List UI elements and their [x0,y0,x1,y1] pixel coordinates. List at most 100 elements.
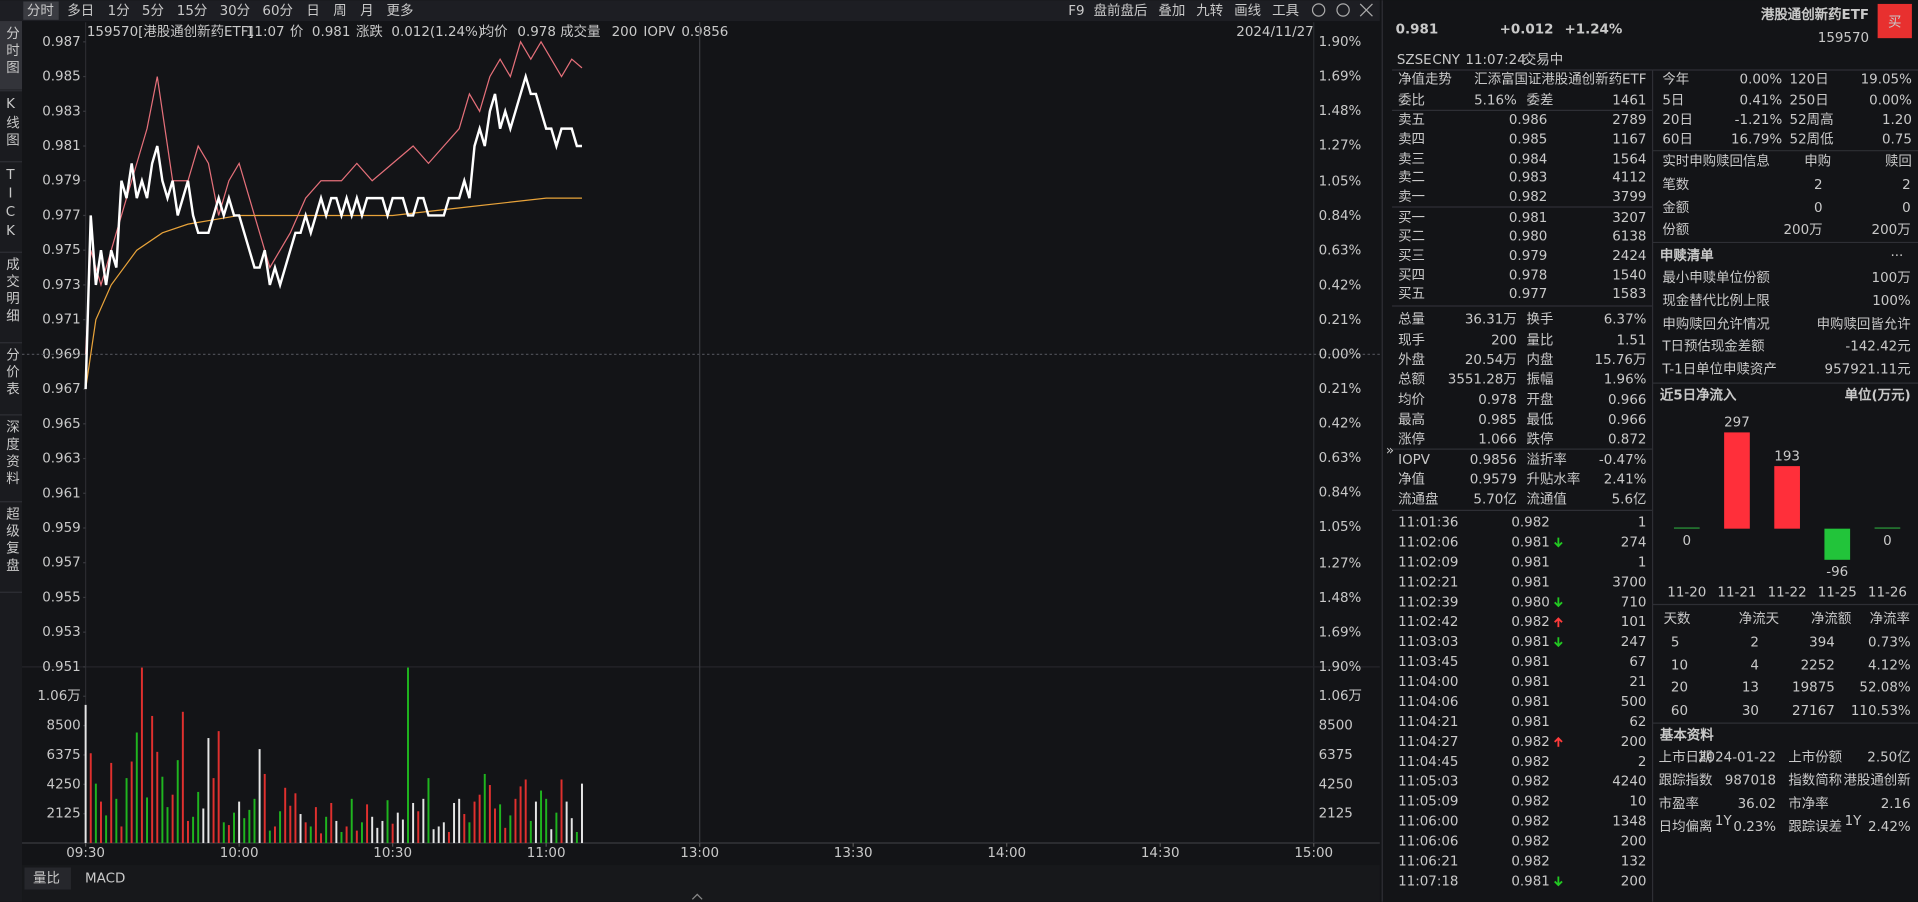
ask-price: 0.986 [1509,113,1547,128]
toolbar-tab[interactable]: 5分 [142,3,164,19]
y2-tick-label: 1.90% [1319,660,1362,675]
perf-value: 0.75 [1882,133,1912,148]
toolbar-tool[interactable]: F9 [1068,4,1084,19]
toolbar-tool[interactable]: 叠加 [1158,3,1185,19]
y2-tick-label: 0.84% [1319,209,1362,224]
row-value: 5.6亿 [1612,491,1647,507]
volume-bar [110,762,113,844]
sidebar-item[interactable]: 超级复盘 [3,506,20,575]
trade-price: 0.981 [1511,675,1549,690]
sidebar-item[interactable]: 成交明细 [3,257,20,326]
bottom-tab[interactable]: 量比 [33,871,60,887]
bid-price: 0.979 [1509,249,1547,264]
basket-more[interactable]: ··· [1890,249,1903,264]
trade-time: 11:04:06 [1398,695,1458,710]
expand-icon[interactable] [691,893,703,900]
y-tick-label: 0.983 [42,104,80,119]
trade-price: 0.980 [1511,595,1549,610]
toolbar-tool[interactable]: 工具 [1272,4,1299,19]
toolbar-tab[interactable]: 周 [333,4,346,19]
row-label: 振幅 [1527,371,1554,387]
volume-bar [156,751,159,844]
trade-time: 11:02:42 [1398,615,1458,630]
basic-value: 2.42% [1868,820,1911,835]
toolbar-tab[interactable]: 15分 [177,3,208,19]
sidebar-item[interactable]: 深度资料 [3,420,20,489]
trade-volume: 21 [1629,675,1646,690]
volume-bar [545,798,548,844]
active-tab[interactable] [23,1,59,20]
toolbar-tool[interactable]: 盘前盘后 [1094,2,1148,19]
trade-time: 11:06:06 [1398,835,1458,850]
sidebar-item[interactable]: TICK [3,168,18,243]
flow-cell: 13 [1742,681,1759,696]
sidebar-item[interactable]: K线图 [3,97,20,150]
row-value: 0.978 [1478,393,1516,408]
perf-label: 5日 [1662,94,1684,109]
flow-cell: 2252 [1801,659,1835,674]
flow-days: 5 [1671,635,1680,650]
sidebar-item[interactable]: 分价表 [3,347,20,399]
sidebar-active[interactable] [0,21,23,90]
volume-bar [504,827,507,844]
trade-price: 0.981 [1511,575,1549,590]
volume-bar [186,820,189,844]
flow-header: 净流率 [1870,610,1910,627]
bottom-tab[interactable]: MACD [85,872,125,887]
bid-volume: 3207 [1612,211,1646,226]
trade-time: 11:05:03 [1398,775,1458,790]
toolbar-tab[interactable]: 60分 [262,3,293,19]
bottom-tab-active[interactable] [24,867,71,890]
chart-title: 近5日净流入 [1660,386,1737,403]
ask-volume: 3799 [1612,190,1646,205]
toolbar-tab[interactable]: 月 [360,4,373,19]
creation-value: 2 [1902,178,1911,193]
x-tick-label: 09:30 [66,846,105,861]
volume-bar [570,818,573,844]
up-arrow [1554,736,1563,747]
toolbar-tab[interactable]: 更多 [387,2,414,19]
row-value: 200 [1491,333,1517,348]
volume-bar [181,711,184,844]
buy-label[interactable]: 买 [1888,14,1901,30]
perf-value: -1.21% [1735,113,1783,128]
trade-volume: 200 [1621,735,1647,750]
volume-bar [161,776,164,844]
sidebar-item[interactable]: 分时图 [3,26,20,78]
trade-price: 0.981 [1511,635,1549,650]
flow-cell: 19875 [1792,681,1835,696]
flow-value-label: 297 [1724,416,1750,431]
basic-label: 市盈率 [1659,795,1699,812]
toolbar-tool[interactable]: 九转 [1196,3,1223,19]
down-arrow [1554,637,1563,648]
flow-bar [1874,527,1901,529]
flow-cell: 0.73% [1868,635,1911,650]
toolbar-tab[interactable]: 分时 [27,3,54,19]
y-tick-label: 0.951 [42,660,80,675]
volume-bar [105,815,108,844]
toolbar-tab[interactable]: 30分 [220,3,251,19]
trade-volume: 1348 [1612,815,1646,830]
volume-bar [166,807,169,844]
buy-button[interactable] [1877,3,1912,39]
creation-value: 200万 [1872,223,1911,238]
toolbar-tool[interactable]: 画线 [1234,3,1261,19]
basket-label: T-1日单位申赎资产 [1661,362,1776,378]
flow-cell: 52.08% [1859,681,1910,696]
perf-value: 19.05% [1861,73,1912,88]
toolbar-tab[interactable]: 1分 [108,3,130,19]
y-tick-label: 0.967 [42,382,80,397]
volume-bar [202,808,205,844]
row-label: 涨停 [1398,430,1425,447]
volume-bar [299,814,302,844]
collapse-icon[interactable]: » [1386,443,1394,458]
row-label: 最高 [1398,411,1425,428]
toolbar-tab[interactable]: 日 [306,4,319,19]
toolbar-icons[interactable] [1311,3,1373,17]
info-avg-label: 均价 [481,24,508,40]
volume-bar [453,802,456,844]
flow-bar [1724,432,1750,529]
volume-tick-label: 2125 [47,807,81,822]
toolbar-tab[interactable]: 多日 [67,2,94,19]
volume-bar [171,794,174,844]
